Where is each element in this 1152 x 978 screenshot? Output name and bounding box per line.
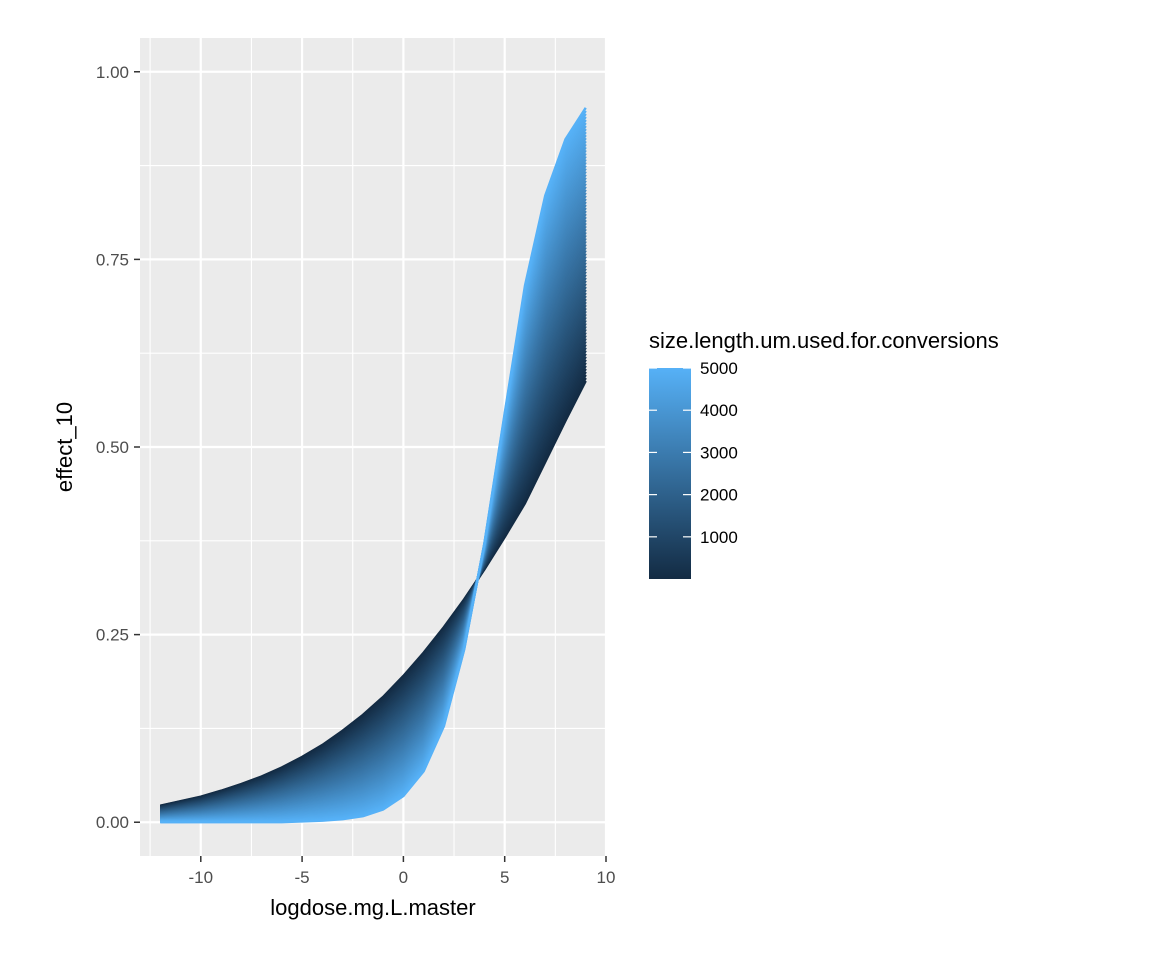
legend-break-label: 4000 (700, 401, 738, 420)
legend-break-label: 2000 (700, 486, 738, 505)
y-tick-label: 0.00 (96, 813, 129, 832)
ribbon (159, 107, 587, 824)
y-tick-label: 0.25 (96, 626, 129, 645)
y-tick-label: 1.00 (96, 63, 129, 82)
x-tick-label: 5 (500, 868, 509, 887)
y-tick-label: 0.75 (96, 250, 129, 269)
y-axis-title: effect_10 (52, 402, 77, 492)
grid-major (140, 38, 608, 856)
x-tick-label: 0 (399, 868, 408, 887)
legend-break-label: 3000 (700, 443, 738, 462)
x-tick-label: -5 (295, 868, 310, 887)
y-axis: 0.00 0.25 0.50 0.75 1.00 (96, 63, 140, 832)
x-axis: -10 -5 0 5 10 (188, 856, 615, 887)
legend-break-label: 1000 (700, 528, 738, 547)
x-axis-title: logdose.mg.L.master (270, 895, 475, 920)
legend-breaks: 1000 2000 3000 4000 5000 (649, 359, 738, 547)
x-tick-label: 10 (597, 868, 616, 887)
y-tick-label: 0.50 (96, 438, 129, 457)
x-tick-label: -10 (188, 868, 213, 887)
legend-title: size.length.um.used.for.conversions (649, 328, 999, 353)
legend-colourbar (649, 368, 691, 579)
colour-legend: size.length.um.used.for.conversions 1000… (649, 328, 999, 579)
series-line (160, 107, 587, 824)
legend-break-label: 5000 (700, 359, 738, 378)
